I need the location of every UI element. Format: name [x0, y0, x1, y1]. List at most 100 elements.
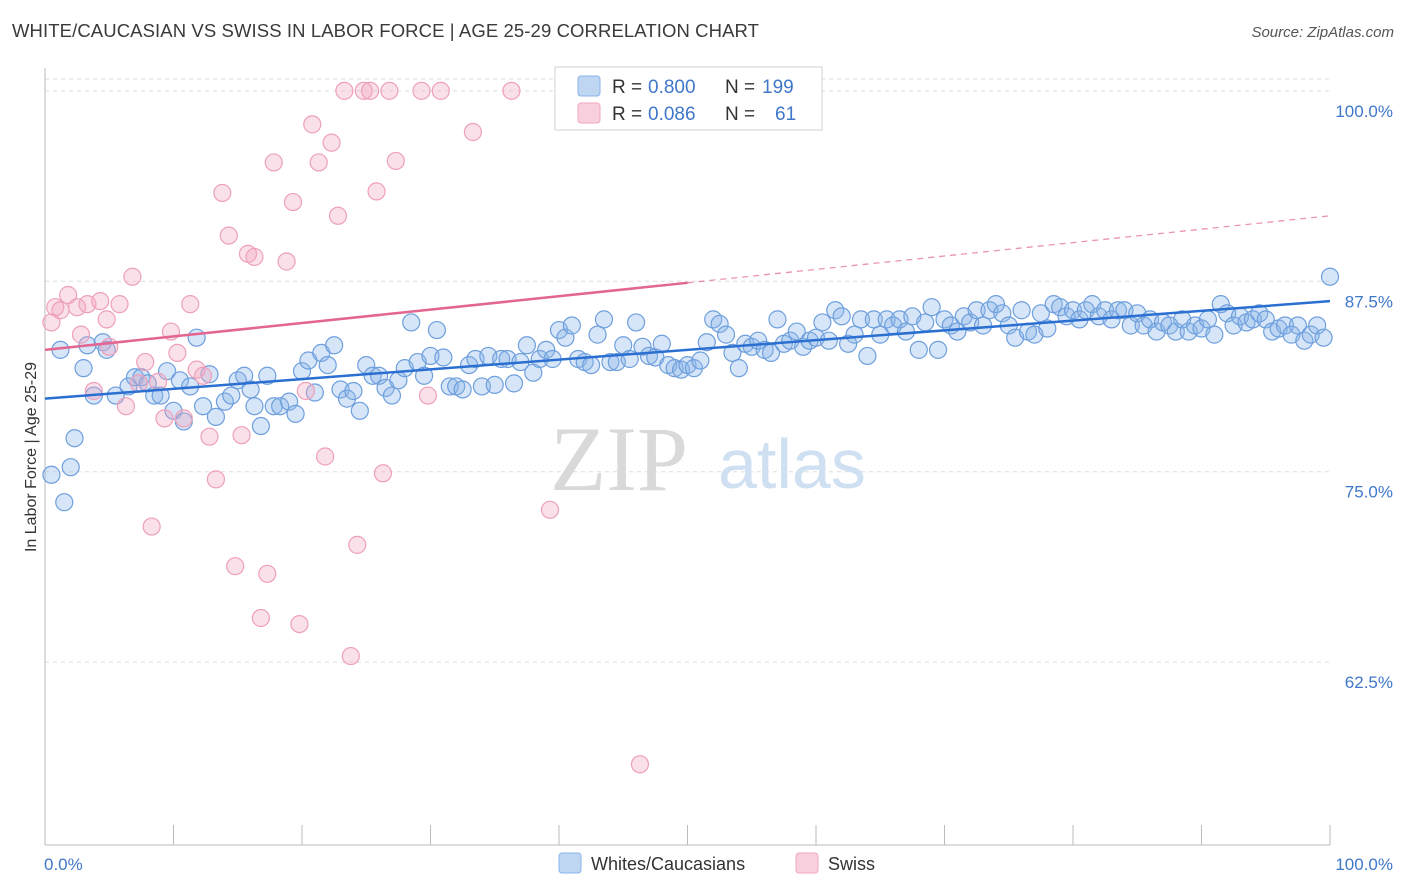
- watermark-zip: ZIP: [550, 408, 688, 510]
- x-tick-label: 100.0%: [1335, 855, 1393, 874]
- series-swiss-points: [42, 81, 650, 774]
- whites-point: [344, 381, 363, 401]
- swiss-point: [71, 325, 91, 344]
- whites-point: [97, 340, 116, 359]
- whites-point: [187, 328, 206, 347]
- x-tick-label: 0.0%: [44, 855, 83, 874]
- whites-point: [839, 334, 858, 353]
- whites-point: [485, 375, 504, 394]
- whites-point: [55, 493, 74, 512]
- swiss-point: [206, 470, 226, 489]
- whites-point: [1198, 310, 1218, 329]
- x-tick-labels: 0.0% 100.0%: [44, 855, 1393, 874]
- swiss-point: [251, 608, 270, 628]
- swiss-point: [296, 381, 315, 401]
- whites-point: [427, 320, 447, 340]
- whites-point: [845, 325, 864, 344]
- swiss-point: [226, 557, 245, 576]
- legend-r-value-swiss: 0.086: [648, 104, 696, 125]
- whites-point: [517, 336, 536, 355]
- whites-point: [1205, 325, 1224, 344]
- swiss-point: [100, 337, 119, 356]
- axes: [44, 68, 1331, 846]
- swiss-point: [148, 372, 168, 391]
- series-whites-points: [42, 267, 1340, 512]
- whites-point: [594, 310, 614, 329]
- whites-point: [864, 310, 883, 329]
- swiss-point: [277, 252, 296, 271]
- whites-point: [626, 313, 646, 332]
- whites-point: [434, 348, 453, 367]
- whites-point: [245, 397, 264, 416]
- swiss-point: [412, 81, 431, 100]
- swiss-point: [309, 153, 328, 172]
- whites-point: [453, 380, 472, 399]
- y-tick-labels: 100.0% 87.5% 75.0% 62.5%: [1335, 102, 1393, 692]
- swiss-point: [316, 447, 335, 466]
- whites-point: [1288, 316, 1307, 335]
- whites-point: [504, 374, 524, 393]
- whites-point: [582, 355, 601, 375]
- swiss-point: [155, 409, 174, 428]
- y-tick-label: 75.0%: [1345, 483, 1393, 502]
- swiss-point: [361, 81, 380, 100]
- legend-n-value-whites: 199: [762, 77, 794, 98]
- whites-point: [241, 380, 260, 399]
- whites-point: [691, 351, 710, 370]
- swiss-point: [341, 646, 360, 666]
- legend-n-label-swiss: N =: [725, 104, 755, 125]
- swiss-point: [91, 292, 110, 311]
- swiss-point: [283, 192, 303, 212]
- whites-point: [896, 322, 916, 341]
- swiss-point: [463, 122, 483, 142]
- swiss-point: [335, 81, 354, 100]
- whites-point: [858, 346, 877, 366]
- whites-point: [350, 401, 369, 420]
- whites-point: [928, 340, 948, 359]
- bottom-legend: Whites/Caucasians Swiss: [558, 852, 875, 874]
- whites-point: [813, 313, 832, 332]
- whites-point: [363, 366, 382, 385]
- whites-point: [325, 336, 344, 355]
- whites-point: [697, 333, 716, 352]
- swiss-point: [431, 81, 450, 100]
- swiss-point: [303, 115, 322, 134]
- swiss-point: [116, 397, 136, 416]
- whites-point: [909, 340, 928, 359]
- whites-point: [61, 458, 80, 477]
- whites-point: [42, 465, 61, 484]
- whites-point: [768, 310, 787, 329]
- bottom-legend-swatch-whites: [558, 852, 582, 874]
- whites-point: [723, 343, 742, 362]
- whites-point: [922, 298, 941, 317]
- whites-point: [402, 313, 421, 332]
- whites-point: [601, 352, 620, 372]
- whites-point: [986, 295, 1006, 314]
- swiss-point: [136, 352, 155, 372]
- chart-title: WHITE/CAUCASIAN VS SWISS IN LABOR FORCE …: [12, 20, 760, 41]
- whites-point: [65, 429, 84, 448]
- bottom-legend-label-swiss: Swiss: [828, 854, 875, 874]
- swiss-point: [502, 81, 521, 100]
- whites-point: [537, 340, 556, 359]
- legend-box: R = 0.800 N = 199 R = 0.086 N = 61: [554, 66, 823, 131]
- swiss-point: [264, 153, 283, 172]
- legend-n-label-whites: N =: [725, 77, 755, 98]
- whites-trend-line: [44, 299, 1331, 400]
- bottom-legend-swatch-swiss: [795, 852, 819, 874]
- whites-point: [286, 404, 305, 423]
- swiss-point: [68, 298, 87, 317]
- swiss-point: [418, 386, 438, 405]
- whites-point: [414, 366, 434, 385]
- swiss-point: [51, 301, 70, 320]
- whites-point: [318, 355, 337, 375]
- whites-point: [1063, 301, 1083, 320]
- whites-point: [684, 359, 704, 378]
- swiss-point: [97, 310, 116, 329]
- whites-point: [271, 397, 290, 416]
- whites-point: [1108, 301, 1128, 320]
- swiss-point: [123, 267, 142, 286]
- swiss-point: [245, 247, 264, 267]
- whites-point: [716, 325, 736, 344]
- whites-point: [633, 337, 652, 356]
